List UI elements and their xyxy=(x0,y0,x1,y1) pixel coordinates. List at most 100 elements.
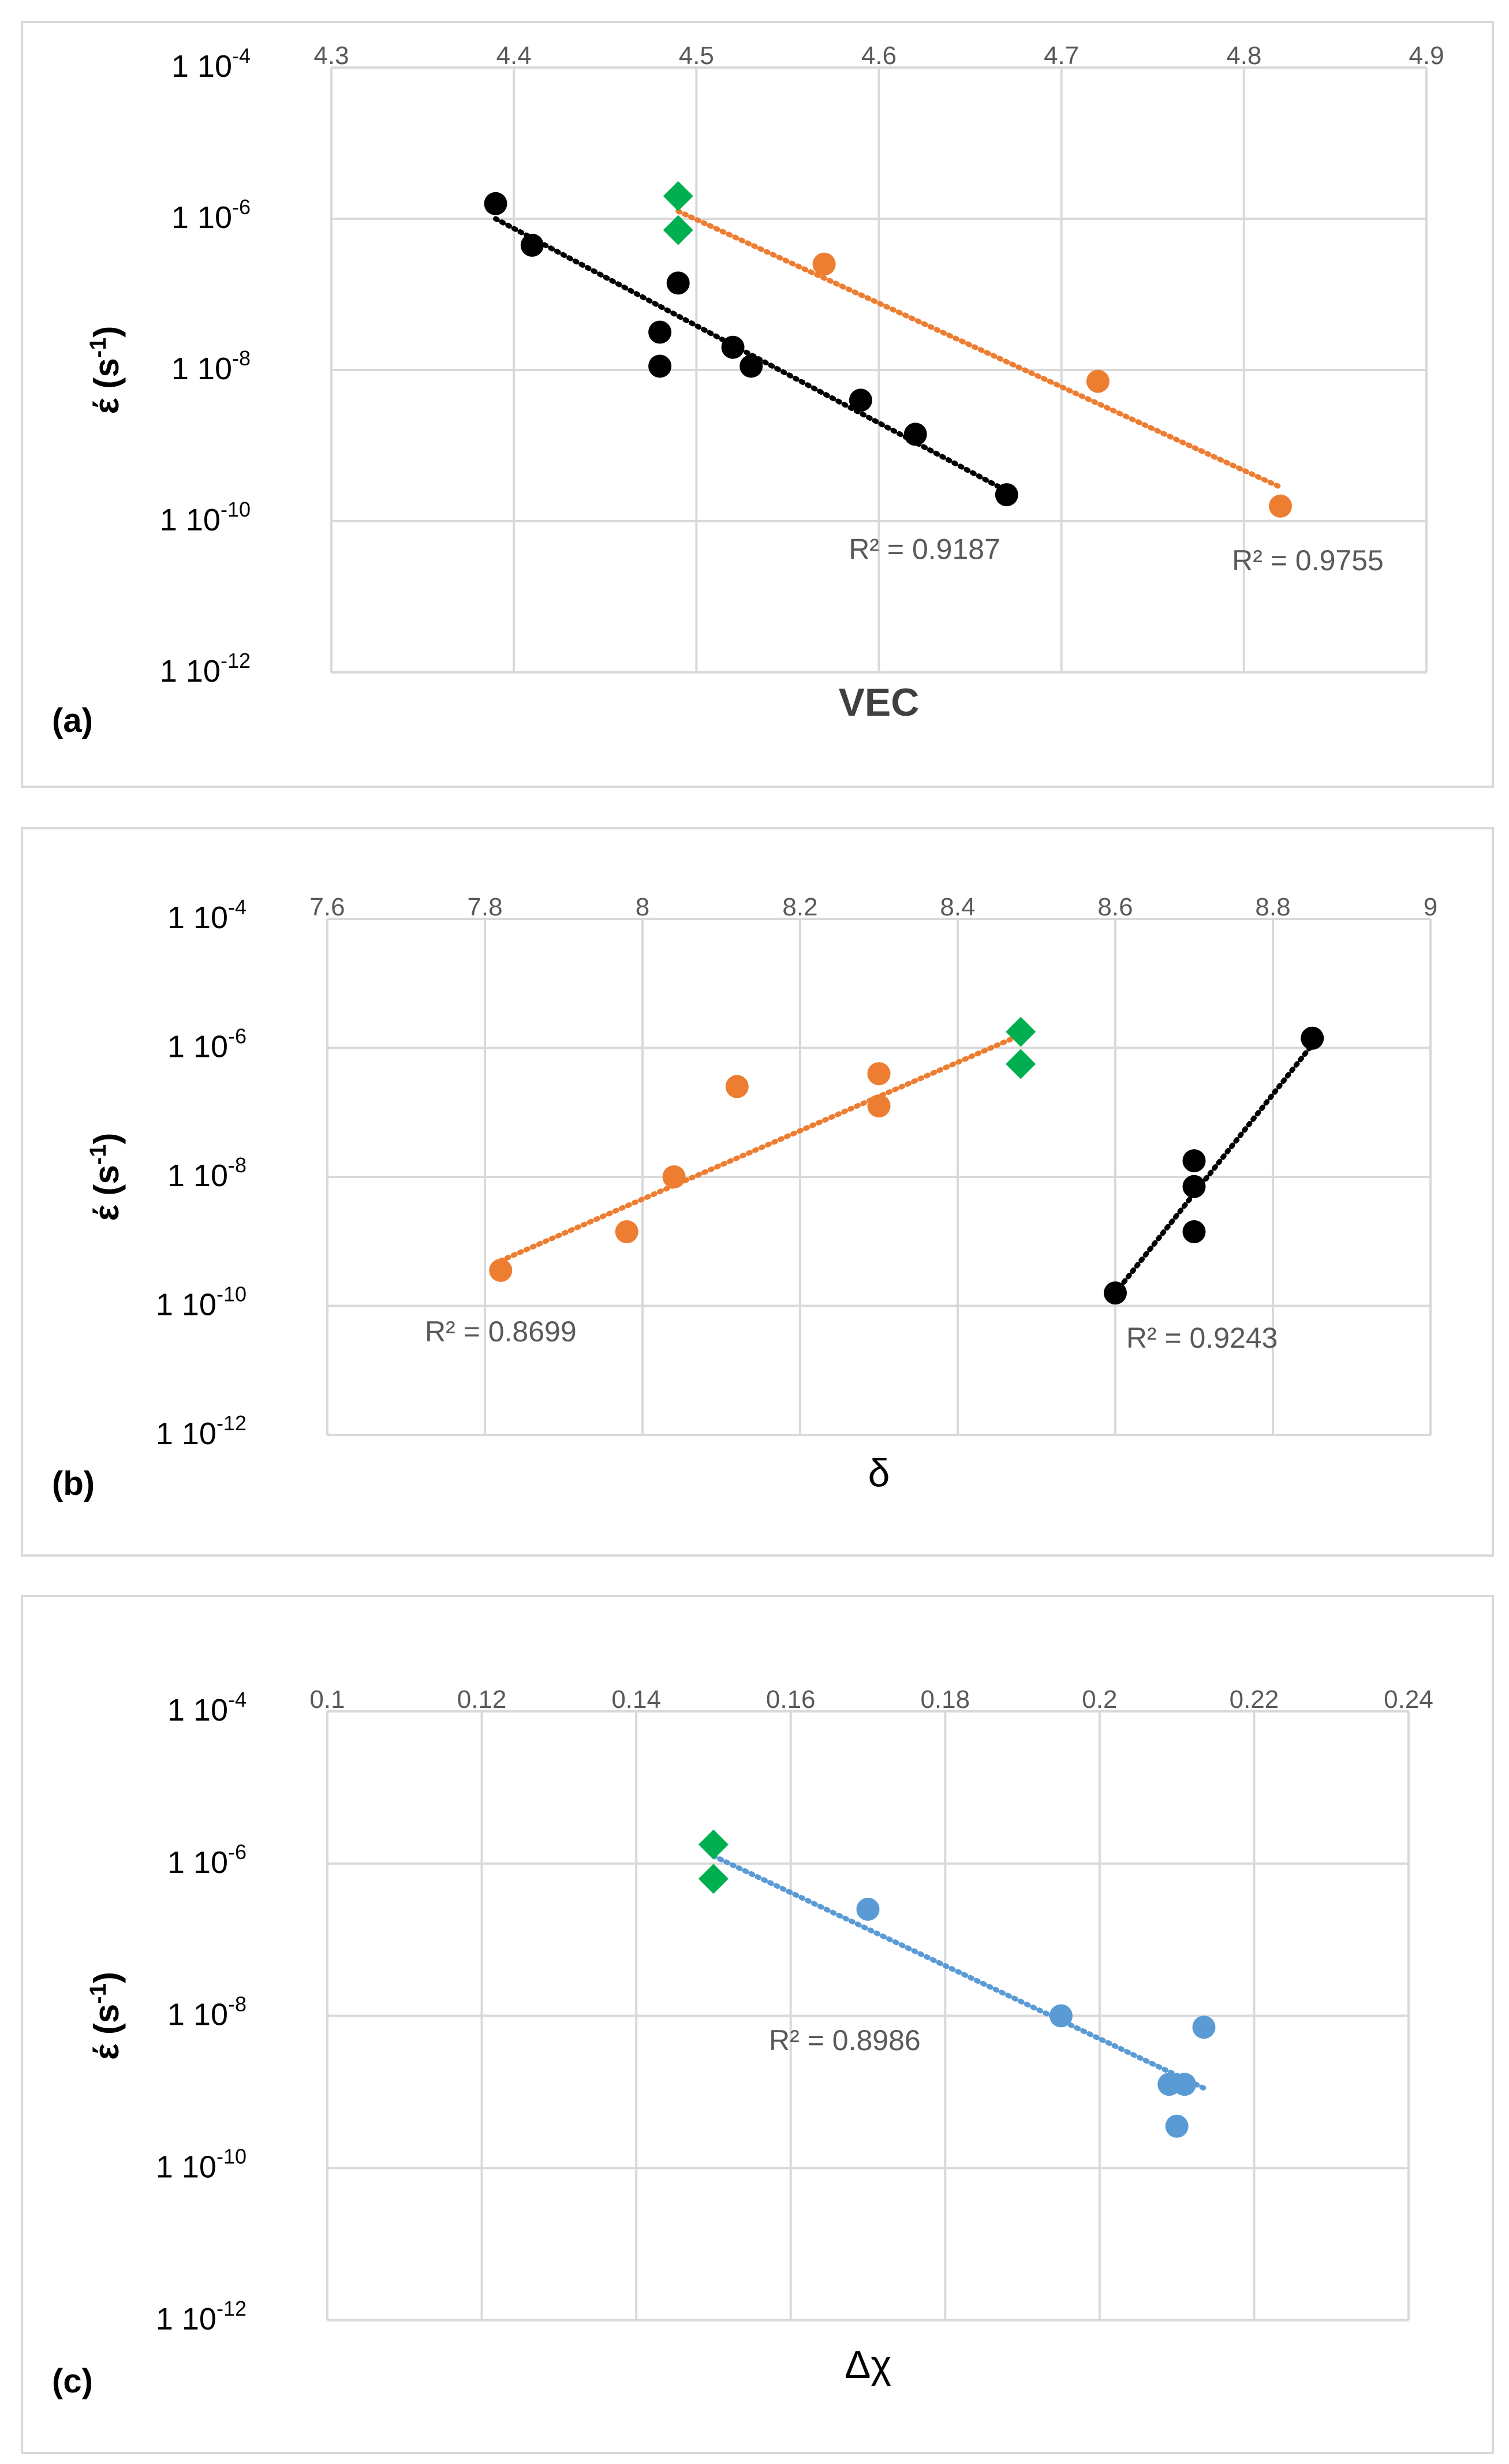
x-tick-label: 9 xyxy=(1424,893,1437,921)
y-tick-exponent: -8 xyxy=(232,346,251,370)
data-point-orange xyxy=(489,1259,513,1283)
panel-label: (b) xyxy=(52,1465,95,1502)
x-tick-label: 4.3 xyxy=(313,42,349,70)
trendline-orange xyxy=(675,208,1283,490)
data-point-green xyxy=(663,181,693,211)
x-tick-label: 0.18 xyxy=(920,1685,970,1714)
x-tick-label: 0.14 xyxy=(611,1685,661,1714)
data-point-orange xyxy=(812,252,836,276)
trendline-blue xyxy=(711,1853,1207,2091)
r-squared-label-orange: R² = 0.9755 xyxy=(1232,544,1384,577)
y-tick-exponent: -6 xyxy=(232,195,251,219)
x-tick-label: 0.2 xyxy=(1082,1685,1117,1714)
chart-panel-1: 4.3 4.4 4.5 4.6 4.7 4.8 4.91 10-41 10-61 10-81… xyxy=(21,21,1494,788)
x-tick-label: 7.6 xyxy=(309,893,345,921)
y-tick-exponent: -4 xyxy=(228,895,246,919)
y-axis-title-exponent: -1 xyxy=(85,1983,111,2004)
y-axis-title-close: ) xyxy=(87,1972,126,1983)
trendline-orange xyxy=(498,1032,1024,1263)
data-point-green xyxy=(663,215,693,245)
chart-frame xyxy=(21,1595,1494,2454)
y-tick-exponent: -4 xyxy=(232,44,251,68)
data-point-orange xyxy=(1269,494,1293,518)
y-tick-exponent: -4 xyxy=(228,1688,246,1711)
y-tick-exponent: -10 xyxy=(221,498,251,521)
x-tick-label: 8 xyxy=(636,893,649,921)
x-tick-label: 4.9 xyxy=(1409,42,1444,70)
x-tick-label: 8.8 xyxy=(1255,893,1290,921)
chart-frame xyxy=(21,21,1494,788)
x-axis-title: δ xyxy=(868,1451,890,1495)
data-point-orange xyxy=(1086,369,1110,393)
y-tick-label: 1 10-8 xyxy=(167,1992,246,2032)
y-axis-title-close: ) xyxy=(87,1133,126,1145)
data-point-blue xyxy=(1173,2073,1197,2096)
data-point-black xyxy=(1182,1149,1206,1173)
data-point-blue xyxy=(856,1897,880,1921)
chart-panel-3: 0.1 0.12 0.14 0.16 0.18 0.2 0.22 0.241 10-41 10… xyxy=(21,1595,1494,2454)
y-tick-exponent: -8 xyxy=(228,1153,246,1177)
r-squared-label-blue: R² = 0.8986 xyxy=(769,2024,921,2057)
data-point-green xyxy=(1006,1049,1036,1079)
data-point-green xyxy=(698,1829,729,1860)
y-tick-exponent: -12 xyxy=(216,2297,246,2320)
trendline-black xyxy=(1112,1042,1315,1296)
x-tick-label: 8.4 xyxy=(940,893,975,921)
data-point-black xyxy=(1182,1220,1206,1243)
panels-group: 4.3 4.4 4.5 4.6 4.7 4.8 4.9 1 10-4 1 10-6 1 10-8 1… xyxy=(21,21,1494,2454)
x-tick-label: 0.12 xyxy=(457,1685,507,1714)
y-tick-label: 1 10-8 xyxy=(171,346,251,386)
data-point-blue xyxy=(1049,2004,1073,2028)
x-tick-label: 4.6 xyxy=(861,42,897,70)
data-point-blue xyxy=(1192,2016,1216,2039)
x-axis-title: Δχ xyxy=(845,2343,891,2387)
x-tick-label: 4.8 xyxy=(1226,42,1261,70)
data-point-black xyxy=(849,388,872,412)
data-point-black xyxy=(484,192,507,215)
data-point-blue xyxy=(1165,2114,1189,2138)
y-tick-exponent: -12 xyxy=(221,649,251,672)
data-point-orange xyxy=(725,1075,749,1098)
y-axis-title-exponent: -1 xyxy=(85,338,111,358)
data-point-black xyxy=(648,354,672,378)
y-axis-title-close: ) xyxy=(87,326,126,338)
data-point-black xyxy=(903,422,927,446)
data-point-black xyxy=(1301,1026,1324,1050)
x-tick-label: 0.1 xyxy=(309,1685,345,1714)
data-point-black xyxy=(721,335,745,359)
data-point-black xyxy=(995,483,1018,507)
data-point-black xyxy=(520,233,544,257)
data-point-black xyxy=(648,320,672,344)
y-tick-exponent: -10 xyxy=(216,2144,246,2168)
data-point-black xyxy=(739,354,763,378)
data-point-black xyxy=(1182,1175,1206,1198)
chart-panel-2: 7.6 7.8 8 8.2 8.4 8.6 8.8 91 10-41 10-61 10-81 … xyxy=(21,827,1494,1557)
y-tick-label: 1 10-4 xyxy=(171,44,251,84)
y-tick-exponent: -12 xyxy=(216,1411,246,1435)
y-tick-exponent: -8 xyxy=(228,1992,246,2016)
data-point-orange xyxy=(662,1165,686,1188)
x-axis-title: VEC xyxy=(839,681,920,724)
x-tick-label: 0.22 xyxy=(1230,1685,1279,1714)
y-tick-exponent: -6 xyxy=(228,1025,246,1048)
data-point-green xyxy=(698,1864,729,1894)
panel-label: (a) xyxy=(52,702,93,739)
y-tick-label: 1 10-6 xyxy=(171,195,251,235)
x-tick-label: 4.4 xyxy=(496,42,532,70)
panel-label: (c) xyxy=(52,2362,93,2400)
x-tick-label: 0.24 xyxy=(1384,1685,1433,1714)
data-point-black xyxy=(666,271,690,295)
y-axis-title-exponent: -1 xyxy=(85,1145,111,1165)
y-axis-title: έ (s-1) xyxy=(85,1133,126,1221)
y-tick-exponent: -6 xyxy=(228,1840,246,1864)
x-tick-label: 0.16 xyxy=(766,1685,816,1714)
r-squared-label-black: R² = 0.9243 xyxy=(1126,1322,1278,1354)
data-point-orange xyxy=(615,1220,638,1243)
x-tick-label: 4.7 xyxy=(1044,42,1079,70)
y-tick-exponent: -10 xyxy=(216,1283,246,1306)
x-tick-label: 7.8 xyxy=(467,893,502,921)
data-point-black xyxy=(1104,1281,1127,1305)
x-tick-label: 4.5 xyxy=(679,42,714,70)
data-point-green xyxy=(1006,1016,1036,1047)
